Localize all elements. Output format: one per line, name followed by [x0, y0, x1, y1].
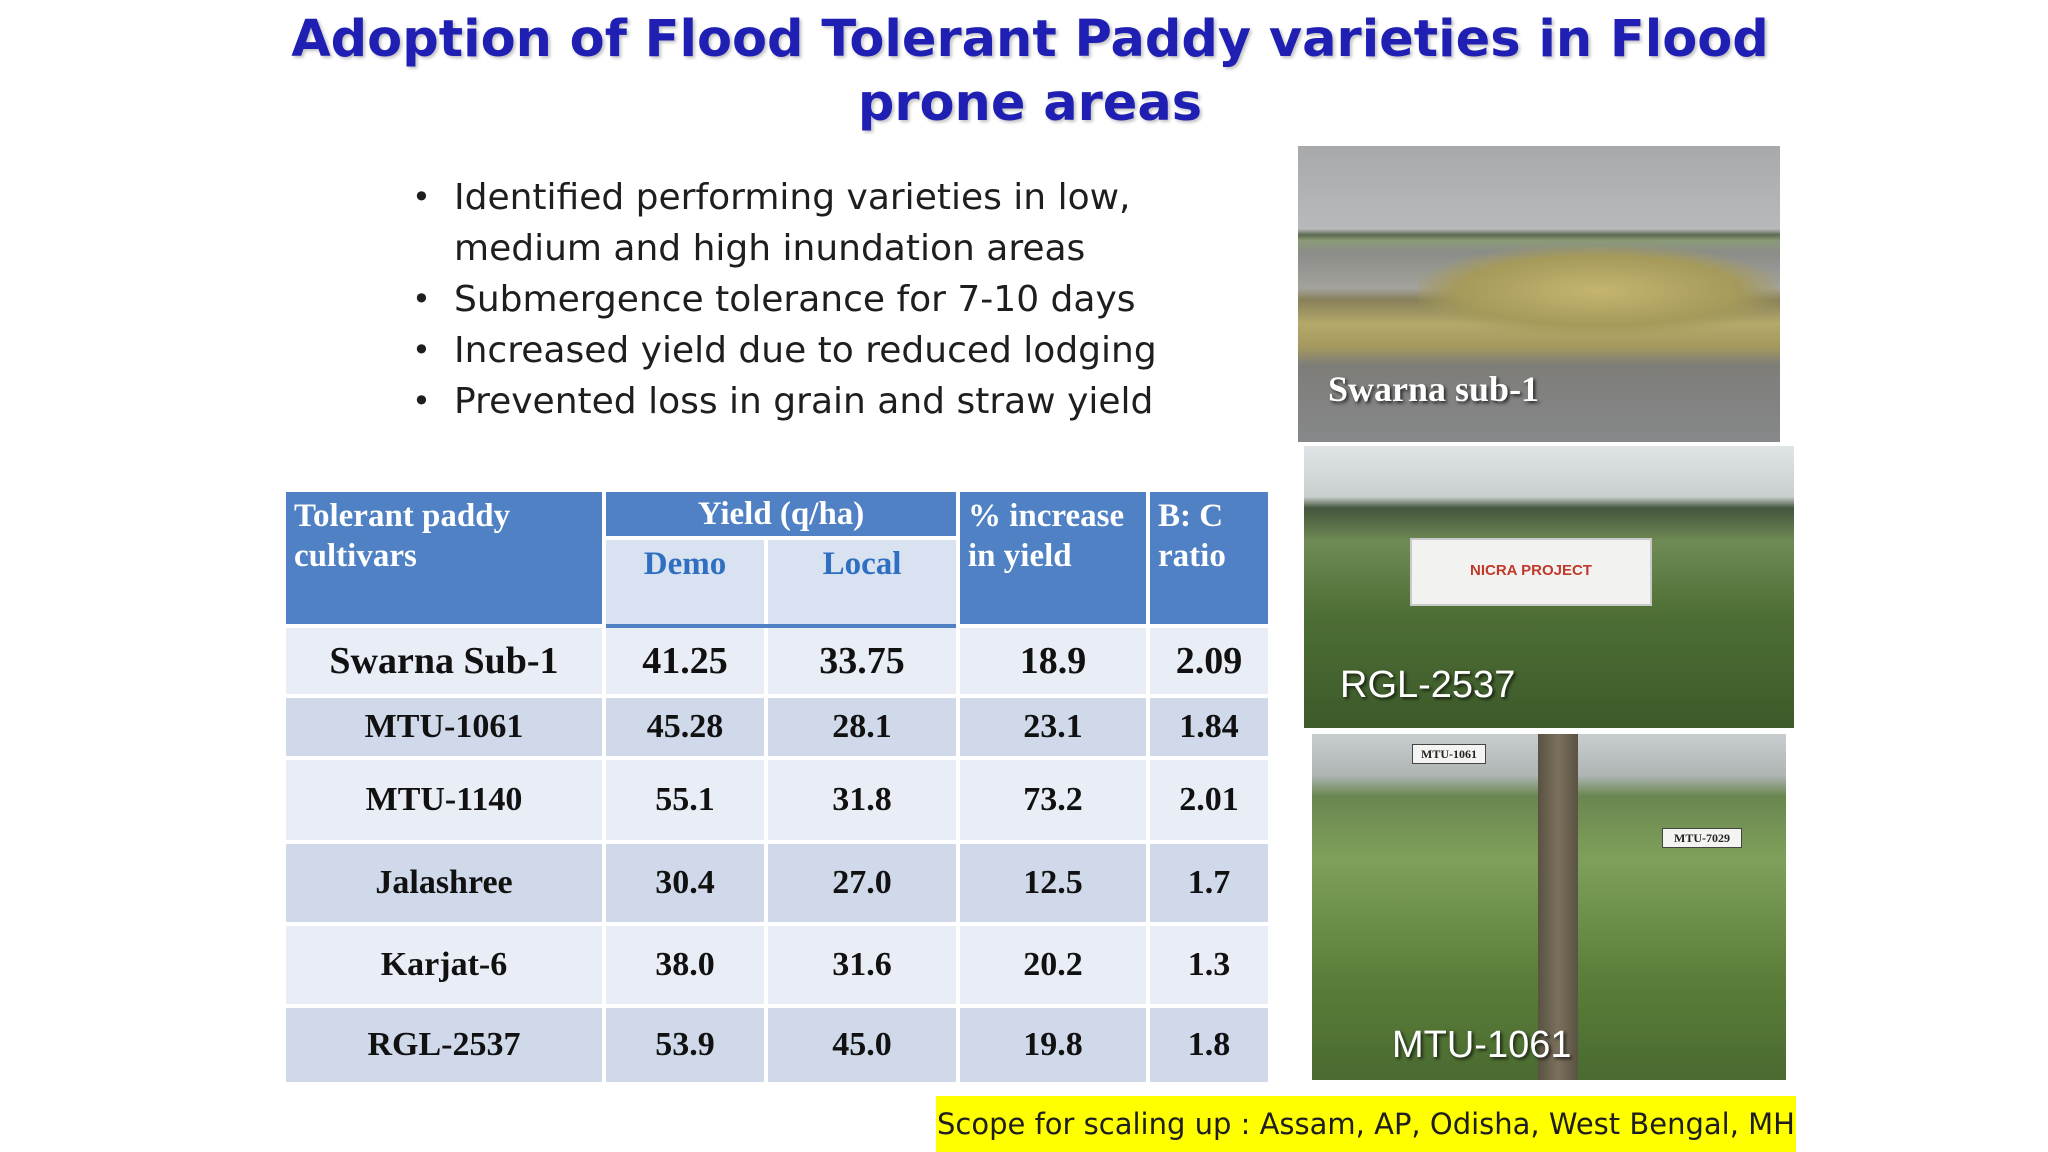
cell-local: 31.8: [763, 756, 961, 844]
table-row: Swarna Sub-1 41.25 33.75 18.9 2.09: [282, 624, 1273, 698]
cell-cultivar: MTU-1061: [282, 694, 606, 760]
table-row: Jalashree 30.4 27.0 12.5 1.7: [282, 840, 1273, 926]
table-row: MTU-1061 45.28 28.1 23.1 1.84: [282, 694, 1273, 760]
cell-cultivar: Jalashree: [282, 840, 606, 926]
scope-banner: Scope for scaling up : Assam, AP, Odisha…: [936, 1096, 1796, 1152]
cell-increase: 19.8: [956, 1004, 1151, 1086]
cell-demo: 30.4: [602, 840, 768, 926]
field-sign: MTU-7029: [1662, 828, 1742, 848]
cell-cultivar: RGL-2537: [282, 1004, 606, 1086]
header-demo: Demo: [602, 536, 768, 628]
table-row: MTU-1140 55.1 31.8 73.2 2.01: [282, 756, 1273, 844]
cell-local: 27.0: [763, 840, 961, 926]
cell-bc: 2.01: [1146, 756, 1273, 844]
cell-cultivar: Karjat-6: [282, 922, 606, 1008]
cell-increase: 18.9: [956, 624, 1151, 698]
project-banner: NICRA PROJECT: [1410, 538, 1652, 606]
cell-demo: 53.9: [602, 1004, 768, 1086]
yield-table: Tolerant paddy cultivars Yield (q/ha) % …: [282, 488, 1273, 1086]
bullet-item: Prevented loss in grain and straw yield: [412, 376, 1252, 427]
photo-caption: Swarna sub-1: [1328, 369, 1540, 409]
cell-local: 31.6: [763, 922, 961, 1008]
cell-demo: 45.28: [602, 694, 768, 760]
header-bc-ratio: B: C ratio: [1146, 488, 1273, 628]
cell-bc: 1.3: [1146, 922, 1273, 1008]
cell-bc: 2.09: [1146, 624, 1273, 698]
cell-demo: 38.0: [602, 922, 768, 1008]
cell-increase: 20.2: [956, 922, 1151, 1008]
slide-title: Adoption of Flood Tolerant Paddy varieti…: [250, 8, 1810, 136]
table-row: RGL-2537 53.9 45.0 19.8 1.8: [282, 1004, 1273, 1086]
cell-increase: 73.2: [956, 756, 1151, 844]
cell-bc: 1.84: [1146, 694, 1273, 760]
banner-text: NICRA PROJECT: [1470, 562, 1592, 579]
header-increase: % increase in yield: [956, 488, 1151, 628]
cell-local: 33.75: [763, 624, 961, 698]
slide-title-line2: prone areas: [857, 74, 1203, 133]
cell-cultivar: MTU-1140: [282, 756, 606, 844]
photo-caption: RGL-2537: [1340, 664, 1516, 706]
header-local: Local: [763, 536, 961, 628]
slide-title-line1: Adoption of Flood Tolerant Paddy varieti…: [291, 10, 1769, 69]
paddy-field-patch: [1418, 246, 1778, 336]
cell-cultivar: Swarna Sub-1: [282, 624, 606, 698]
photo-rgl-2537: NICRA PROJECT RGL-2537: [1304, 446, 1794, 728]
header-yield: Yield (q/ha): [601, 488, 961, 540]
photo-mtu-1061: MTU-1061 MTU-7029 MTU-1061: [1312, 734, 1786, 1080]
cell-demo: 41.25: [602, 624, 768, 698]
cell-local: 45.0: [763, 1004, 961, 1086]
key-points-list: Identified performing varieties in low, …: [412, 172, 1252, 427]
cell-increase: 23.1: [956, 694, 1151, 760]
cell-bc: 1.8: [1146, 1004, 1273, 1086]
header-cultivar: Tolerant paddy cultivars: [282, 488, 606, 628]
table-row: Karjat-6 38.0 31.6 20.2 1.3: [282, 922, 1273, 1008]
palm-trunk: [1538, 734, 1578, 1080]
photo-caption: MTU-1061: [1392, 1024, 1572, 1066]
photo-swarna-sub1: Swarna sub-1: [1298, 146, 1780, 442]
bullet-item: Increased yield due to reduced lodging: [412, 325, 1252, 376]
cell-increase: 12.5: [956, 840, 1151, 926]
cell-demo: 55.1: [602, 756, 768, 844]
bullet-item: Identified performing varieties in low, …: [412, 172, 1252, 274]
field-sign: MTU-1061: [1412, 744, 1486, 764]
cell-local: 28.1: [763, 694, 961, 760]
cell-bc: 1.7: [1146, 840, 1273, 926]
bullet-item: Submergence tolerance for 7-10 days: [412, 274, 1252, 325]
